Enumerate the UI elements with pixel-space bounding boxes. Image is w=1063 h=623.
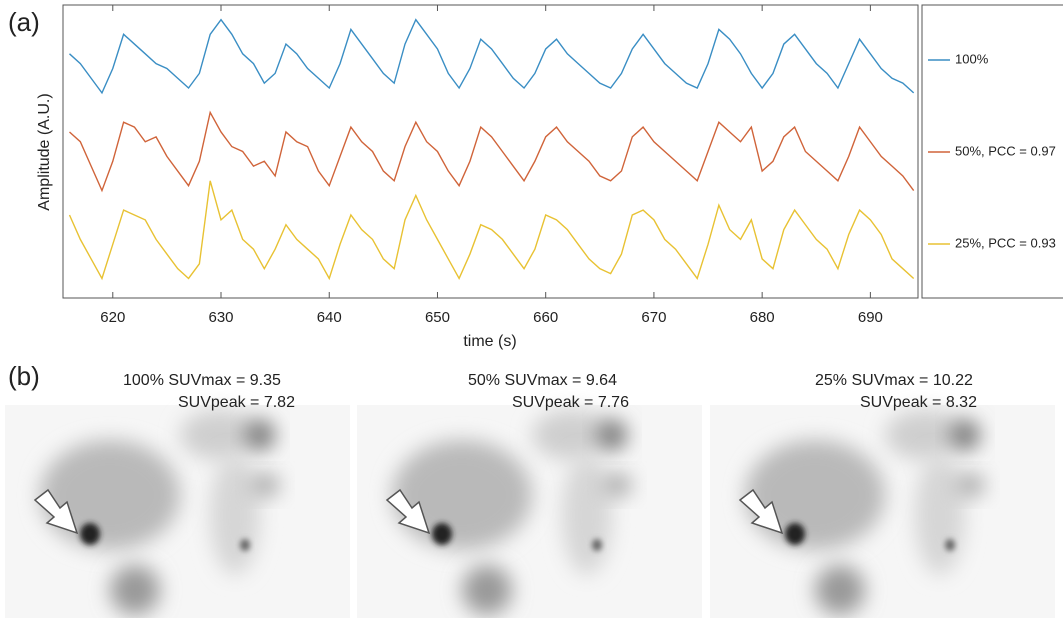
legend-label: 25%, PCC = 0.93 bbox=[955, 235, 1056, 250]
panel-label: (a) bbox=[8, 7, 40, 37]
x-tick-label: 680 bbox=[750, 309, 775, 326]
x-tick-label: 660 bbox=[533, 309, 558, 326]
legend-label: 100% bbox=[955, 51, 989, 66]
image-subheader: SUVpeak = 7.82 bbox=[178, 394, 295, 411]
x-tick-label: 690 bbox=[858, 309, 883, 326]
image-header: 50% SUVmax = 9.64 bbox=[468, 372, 617, 389]
image-row bbox=[5, 405, 1055, 618]
x-tick-label: 640 bbox=[317, 309, 342, 326]
x-tick-label: 630 bbox=[208, 309, 233, 326]
pet-image bbox=[5, 405, 350, 618]
pet-image bbox=[710, 405, 1055, 618]
image-subheader: SUVpeak = 8.32 bbox=[860, 394, 977, 411]
pet-image bbox=[357, 405, 702, 618]
legend-label: 50%, PCC = 0.97 bbox=[955, 143, 1056, 158]
series-line bbox=[69, 18, 915, 95]
series-line bbox=[69, 110, 915, 193]
image-header: 25% SUVmax = 10.22 bbox=[815, 372, 973, 389]
panel-label: (b) bbox=[8, 361, 40, 391]
x-tick-label: 650 bbox=[425, 309, 450, 326]
series-line bbox=[68, 180, 915, 281]
legend-frame bbox=[921, 4, 1063, 299]
image-subheader: SUVpeak = 7.76 bbox=[512, 394, 629, 411]
y-axis-label: Amplitude (A.U.) bbox=[36, 93, 53, 210]
x-tick-label: 670 bbox=[641, 309, 666, 326]
x-axis-label: time (s) bbox=[463, 333, 516, 350]
image-header: 100% SUVmax = 9.35 bbox=[123, 372, 281, 389]
x-tick-label: 620 bbox=[100, 309, 125, 326]
plot-frame bbox=[62, 4, 919, 299]
